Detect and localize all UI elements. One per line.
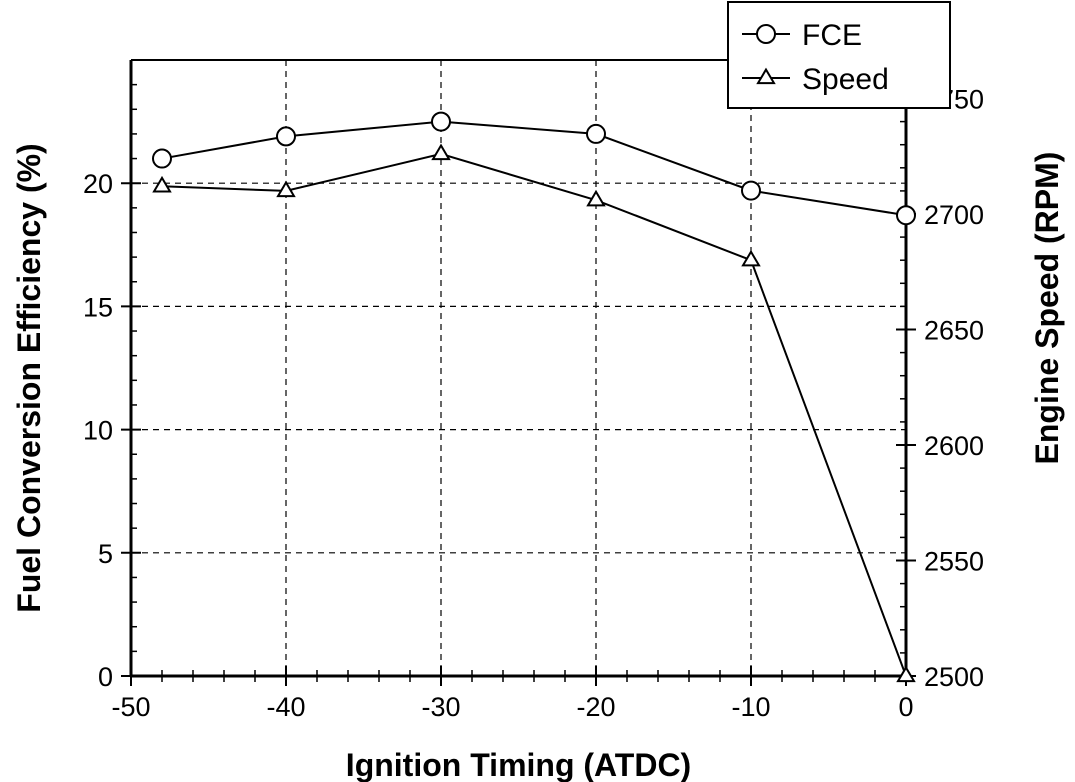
legend-label: Speed <box>802 63 889 96</box>
y-left-tick-label: 10 <box>83 416 113 446</box>
circle-marker <box>152 148 172 169</box>
y-right-tick-label: 2650 <box>924 316 984 346</box>
legend-item-speed: Speed <box>742 63 889 96</box>
x-tick-label: -30 <box>421 692 460 722</box>
x-axis-title: Ignition Timing (ATDC) <box>346 747 691 782</box>
legend-box <box>727 1 951 109</box>
triangle-marker <box>152 175 172 193</box>
x-tick-label: -40 <box>266 692 305 722</box>
y-left-tick-label: 5 <box>98 539 113 569</box>
series-line-speed <box>161 152 907 677</box>
series <box>152 111 916 683</box>
y-left-tick-label: 15 <box>83 292 113 322</box>
y-left-tick-label: 20 <box>83 169 113 199</box>
circle-marker <box>586 123 606 144</box>
y-left-tick-label: 0 <box>98 662 113 692</box>
triangle-marker <box>741 249 761 267</box>
x-tick-label: -50 <box>111 692 150 722</box>
grid <box>131 60 906 676</box>
y-right-tick-label: 2500 <box>924 662 984 692</box>
circle-marker <box>896 205 916 226</box>
triangle-marker <box>896 665 916 683</box>
x-tick-label: -20 <box>576 692 615 722</box>
axes <box>121 59 916 686</box>
series-line-fce <box>161 120 907 217</box>
x-tick-label: -10 <box>731 692 770 722</box>
x-tick-label: 0 <box>898 692 913 722</box>
right-y-axis-title: Engine Speed (RPM) <box>1029 152 1065 465</box>
series-fce <box>152 111 916 226</box>
tick-labels: -50 -40 -30 -20 -10 0 0 5 10 15 20 2500 2550 2600 2650… <box>83 85 984 722</box>
y-right-tick-label: 2600 <box>924 431 984 461</box>
legend: FCE Speed <box>727 1 951 109</box>
circle-marker <box>741 180 761 201</box>
circle-marker <box>756 24 776 44</box>
left-y-axis-title: Fuel Conversion Efficiency (%) <box>11 143 47 612</box>
circle-marker <box>431 111 451 132</box>
triangle-marker <box>756 67 776 85</box>
triangle-marker <box>431 143 451 161</box>
y-right-tick-label: 2550 <box>924 547 984 577</box>
circle-marker <box>276 126 296 147</box>
series-speed <box>152 143 916 683</box>
y-right-tick-label: 2700 <box>924 200 984 230</box>
triangle-marker <box>586 189 606 207</box>
legend-item-fce: FCE <box>742 19 862 52</box>
triangle-marker <box>276 180 296 198</box>
legend-label: FCE <box>802 19 862 52</box>
